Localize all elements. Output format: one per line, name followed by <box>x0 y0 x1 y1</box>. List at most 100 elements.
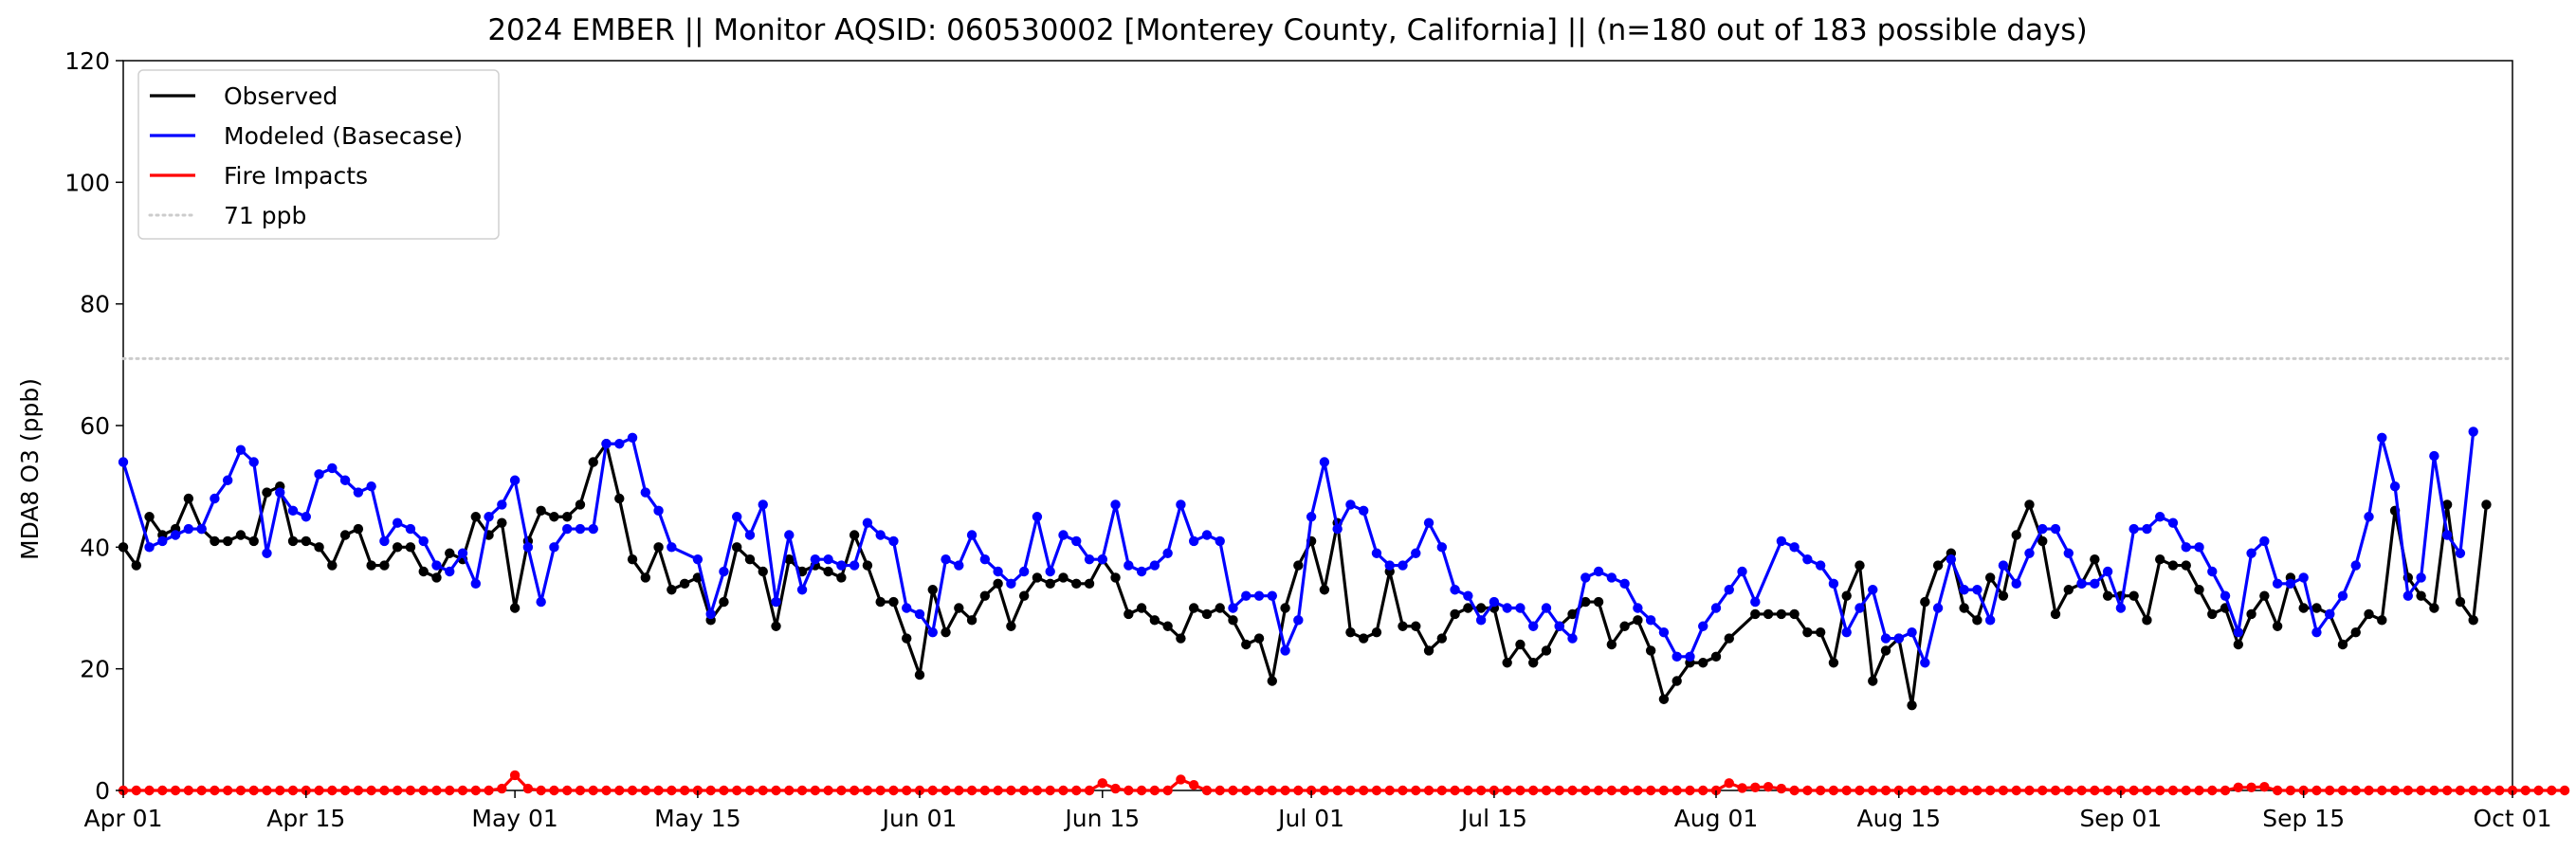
series-2-point <box>1515 785 1526 796</box>
series-0-point <box>1032 572 1043 583</box>
series-0-point <box>2207 608 2218 620</box>
series-2-point <box>1293 785 1304 796</box>
series-1-point <box>1528 621 1539 631</box>
series-1-point <box>2325 608 2335 620</box>
series-1-point <box>1593 566 1604 577</box>
series-2-point <box>771 785 781 796</box>
series-2-point <box>339 785 351 796</box>
series-2-point <box>941 785 951 796</box>
series-1-point <box>1658 626 1670 638</box>
series-1-point <box>1920 658 1930 668</box>
series-1-point <box>979 554 991 565</box>
series-0-point <box>979 590 991 601</box>
series-0-point <box>1593 596 1604 608</box>
series-1-point <box>1502 603 1512 613</box>
series-0-point <box>2377 615 2387 626</box>
series-1-point <box>640 487 651 498</box>
series-1-point <box>1359 505 1369 517</box>
series-2-point <box>2128 785 2139 796</box>
series-0-point <box>1359 633 1369 644</box>
series-2-point <box>2220 785 2231 796</box>
series-2-point <box>1528 785 1539 796</box>
series-1-point <box>1319 457 1330 467</box>
x-tick-label: May 15 <box>654 805 740 832</box>
series-1-point <box>810 554 821 565</box>
series-0-point <box>719 596 729 608</box>
series-2-point <box>1972 785 1982 796</box>
series-2-point <box>614 785 625 796</box>
series-1-point <box>2429 450 2439 462</box>
series-1-point <box>1789 542 1800 553</box>
series-1-point <box>2246 548 2256 558</box>
series-1-point <box>1332 523 1343 535</box>
series-0-point <box>732 542 742 553</box>
series-2-point <box>744 785 756 796</box>
series-2-point <box>588 785 598 796</box>
series-1-point <box>235 445 247 455</box>
series-1-point <box>1984 615 1996 626</box>
series-0-point <box>1371 626 1382 638</box>
series-0-point <box>1293 560 1304 571</box>
series-line-1 <box>121 431 2476 664</box>
series-2-point <box>1475 785 1487 796</box>
series-0-point <box>1972 615 1982 626</box>
series-0-point <box>2337 639 2348 650</box>
series-layer <box>118 426 2570 796</box>
series-2-point <box>1998 785 2009 796</box>
series-2-point <box>1097 778 1107 789</box>
series-0-point <box>862 560 873 571</box>
series-2-point <box>1124 785 1134 796</box>
series-2-point <box>1253 785 1265 796</box>
series-1-point <box>248 457 259 467</box>
series-0-point <box>927 585 938 595</box>
series-2-point <box>836 785 847 796</box>
series-1-point <box>562 523 573 535</box>
series-0-point <box>758 566 768 577</box>
series-2-point <box>562 785 573 796</box>
series-1-point <box>287 505 299 517</box>
series-1-point <box>1110 499 1121 510</box>
series-1-point <box>2194 542 2204 553</box>
series-0-point <box>248 535 259 547</box>
series-2-point <box>536 785 546 796</box>
legend: Observed Modeled (Basecase) Fire Impacts 71… <box>137 69 500 240</box>
series-0-point <box>1319 585 1330 595</box>
series-1-point <box>2155 512 2165 522</box>
series-1-point <box>1411 548 1421 558</box>
series-0-point <box>1515 639 1526 650</box>
series-0-point <box>575 499 586 510</box>
series-0-point <box>823 566 833 577</box>
series-2-point <box>1084 785 1095 796</box>
series-2-point <box>248 785 259 796</box>
series-2-point <box>1502 785 1512 796</box>
series-2-point <box>2350 785 2361 796</box>
series-2-point <box>667 785 677 796</box>
series-2-point <box>1880 785 1891 796</box>
series-2-point <box>1959 785 1969 796</box>
series-0-point <box>327 560 338 571</box>
series-0-point <box>1541 645 1552 656</box>
series-0-point <box>2455 596 2466 608</box>
series-1-point <box>796 585 808 595</box>
series-0-point <box>1475 603 1487 613</box>
y-tick-label: 20 <box>80 656 110 683</box>
series-2-point <box>1802 785 1813 796</box>
series-0-point <box>2037 535 2048 547</box>
series-2-point <box>2246 782 2256 792</box>
series-0-point <box>314 542 324 553</box>
series-2-point <box>2285 785 2296 796</box>
series-0-point <box>1253 633 1265 644</box>
series-1-point <box>667 542 677 553</box>
series-0-point <box>653 542 664 553</box>
series-1-point <box>927 626 938 638</box>
series-1-point <box>823 554 833 565</box>
axis-layer: 0 20 40 60 80 100 120 Apr 01 Apr 15 May 01 May 15 J… <box>64 47 2551 832</box>
series-1-point <box>2090 578 2100 590</box>
series-2-point <box>1450 785 1460 796</box>
series-2-point <box>1619 785 1630 796</box>
series-1-point <box>902 603 912 613</box>
series-1-point <box>457 548 468 558</box>
series-1-point <box>1241 590 1251 601</box>
series-1-point <box>1136 566 1147 577</box>
series-2-point <box>2520 785 2530 796</box>
